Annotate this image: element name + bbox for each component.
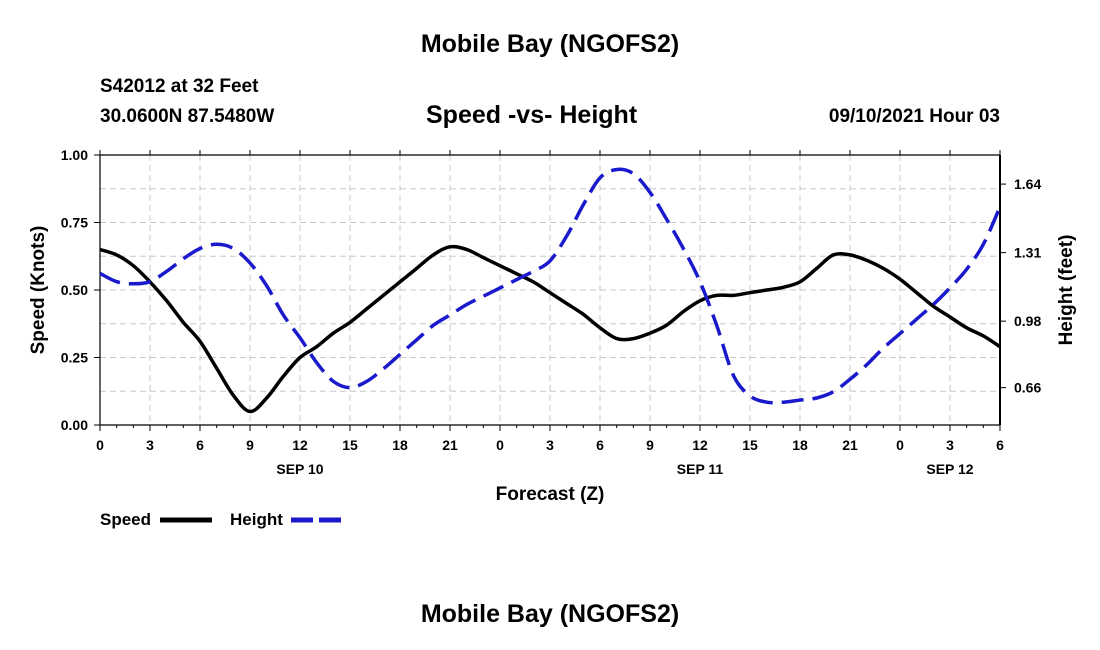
x-tick-label: 0 bbox=[896, 437, 904, 453]
x-tick-label: 21 bbox=[442, 437, 458, 453]
x-axis-title: Forecast (Z) bbox=[496, 484, 605, 505]
station-label: S42012 at 32 Feet bbox=[100, 76, 259, 97]
x-tick-label: 3 bbox=[946, 437, 954, 453]
x-tick-label: 9 bbox=[646, 437, 654, 453]
y-tick-label: 1.00 bbox=[61, 147, 88, 163]
y2-axis-title: Height (feet) bbox=[1056, 235, 1077, 346]
x-tick-label: 15 bbox=[742, 437, 758, 453]
y2-tick-label: 0.98 bbox=[1014, 313, 1041, 329]
x-tick-label: 12 bbox=[692, 437, 708, 453]
y-tick-label: 0.75 bbox=[61, 215, 88, 231]
coordinates-label: 30.0600N 87.5480W bbox=[100, 106, 275, 127]
y-tick-label: 0.25 bbox=[61, 350, 88, 366]
legend-height-label: Height bbox=[230, 510, 283, 529]
x-tick-label: 0 bbox=[496, 437, 504, 453]
y-tick-label: 0.00 bbox=[61, 417, 88, 433]
series-line-height bbox=[99, 167, 1002, 405]
series-line-speed bbox=[99, 244, 1001, 414]
y2-tick-label: 1.64 bbox=[1014, 176, 1041, 192]
chart-subtitle: Speed -vs- Height bbox=[426, 101, 638, 129]
y-tick-label: 0.50 bbox=[61, 282, 88, 298]
x-tick-label: 3 bbox=[146, 437, 154, 453]
x-tick-label: 12 bbox=[292, 437, 308, 453]
x-tick-label: 15 bbox=[342, 437, 358, 453]
footer-title: Mobile Bay (NGOFS2) bbox=[420, 600, 680, 628]
x-tick-label: 6 bbox=[196, 437, 204, 453]
y-axis-title: Speed (Knots) bbox=[28, 226, 49, 355]
date-label: SEP 10 bbox=[276, 461, 323, 477]
x-tick-label: 6 bbox=[996, 437, 1004, 453]
forecast-datetime: 09/10/2021 Hour 03 bbox=[828, 106, 1000, 127]
legend-speed-label: Speed bbox=[100, 510, 151, 529]
y2-tick-label: 0.66 bbox=[1014, 380, 1041, 396]
chart-title: Mobile Bay (NGOFS2) bbox=[420, 30, 680, 58]
x-tick-label: 18 bbox=[792, 437, 808, 453]
x-tick-label: 18 bbox=[392, 437, 408, 453]
x-tick-label: 21 bbox=[842, 437, 858, 453]
date-label: SEP 12 bbox=[926, 461, 973, 477]
x-tick-label: 0 bbox=[96, 437, 104, 453]
date-label: SEP 11 bbox=[677, 461, 724, 477]
x-tick-label: 3 bbox=[546, 437, 554, 453]
x-tick-label: 9 bbox=[246, 437, 254, 453]
x-tick-label: 6 bbox=[596, 437, 604, 453]
y2-tick-label: 1.31 bbox=[1014, 245, 1041, 261]
